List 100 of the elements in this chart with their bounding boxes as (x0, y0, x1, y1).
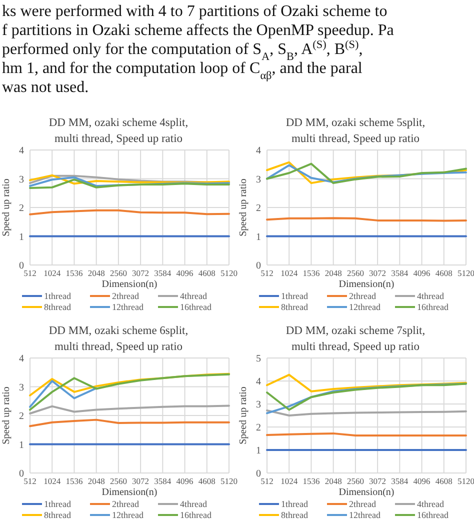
legend-label: 8thread (44, 510, 72, 520)
line-series (29, 404, 230, 414)
legend-label: 1thread (281, 291, 308, 302)
x-tick-label: 4096 (413, 476, 430, 486)
legend-label: 4thread (180, 499, 208, 510)
text: ks were performed with 4 to 7 partitions of Ozaki scheme to (2, 3, 388, 20)
x-axis-title: Dimension(n) (102, 487, 158, 498)
x-tick-label: 4608 (198, 268, 216, 278)
x-tick-label: 3072 (132, 268, 150, 278)
legend-label: 2thread (112, 291, 140, 302)
legend-label: 16thread (180, 510, 212, 520)
legend-label: 8thread (281, 510, 308, 520)
x-tick-label: 1024 (280, 268, 298, 278)
x-tick-label: 1536 (66, 268, 83, 278)
y-tick-label: 3 (256, 174, 261, 186)
y-tick-label: 5 (256, 354, 261, 364)
y-tick-label: 4 (256, 146, 261, 156)
y-tick-label: 1 (19, 440, 24, 451)
x-tick-label: 2560 (110, 476, 127, 486)
legend-label: 1thread (44, 499, 72, 510)
line-series (266, 374, 467, 392)
line-series (29, 373, 230, 411)
legend-label: 4thread (180, 291, 208, 302)
x-tick-label: 512 (260, 268, 274, 278)
x-tick-label: 3584 (154, 268, 172, 278)
y-tick-label: 3 (19, 382, 24, 394)
x-tick-label: 2048 (88, 476, 105, 486)
y-axis-title: Speed up ratio (238, 178, 249, 236)
x-tick-label: 512 (24, 476, 36, 486)
x-tick-label: 1024 (280, 476, 298, 486)
y-tick-label: 2 (256, 203, 261, 214)
chart-title: DD MM, ozaki scheme 6split, multi thread, Speed up ratio (48, 325, 188, 353)
chart-title: DD MM, ozaki scheme 4split, multi thread, Speed up ratio (48, 117, 188, 145)
x-tick-label: 5120 (220, 268, 238, 278)
x-tick-label: 3072 (369, 268, 386, 278)
text: f partitions in Ozaki scheme affects the OpenMP speedup. Pa (2, 22, 394, 39)
y-tick-label: 3 (256, 400, 261, 410)
x-tick-label: 3072 (369, 476, 386, 486)
chart-title: DD MM, ozaki scheme 7split, multi thread, Speed up ratio (286, 325, 426, 353)
x-axis-title: Dimension(n) (338, 279, 394, 290)
y-tick-label: 1 (256, 232, 261, 243)
x-tick-label: 2048 (324, 268, 342, 278)
legend-label: 12thread (112, 302, 144, 312)
line-series (29, 418, 230, 428)
x-tick-label: 1536 (302, 476, 320, 486)
x-tick-label: 5120 (458, 268, 474, 278)
x-tick-label: 3584 (154, 476, 172, 486)
x-tick-label: 4608 (198, 476, 216, 486)
legend-label: 12thread (112, 510, 144, 520)
x-tick-label: 4096 (176, 268, 194, 278)
y-tick-label: 1 (19, 232, 24, 243)
chart-title: DD MM, ozaki scheme 5split, multi thread, Speed up ratio (286, 117, 426, 145)
x-tick-label: 1536 (66, 476, 83, 486)
legend-label: 4thread (417, 291, 444, 302)
y-axis-title: Speed up ratio (1, 386, 12, 444)
y-tick-label: 4 (19, 354, 24, 364)
legend-label: 8thread (44, 302, 72, 312)
legend-label: 16thread (417, 302, 449, 312)
text: performed only for the computation of S$_{A}$, S$_{B}$, A$^{(S)}$, B$^{(S)}$, (2, 39, 363, 63)
x-tick-label: 4608 (435, 268, 452, 278)
x-tick-label: 512 (260, 476, 274, 486)
y-tick-label: 1 (256, 446, 261, 456)
y-tick-label: 0 (256, 468, 261, 480)
legend-label: 1thread (281, 499, 308, 510)
x-tick-label: 2048 (324, 476, 342, 486)
line-series (29, 178, 230, 189)
x-tick-label: 1024 (44, 268, 62, 278)
x-tick-label: 1024 (44, 476, 62, 486)
x-tick-label: 3584 (391, 476, 409, 486)
y-tick-label: 4 (256, 376, 261, 388)
x-tick-label: 4096 (413, 268, 430, 278)
x-tick-label: 2560 (110, 268, 127, 278)
x-tick-label: 3584 (391, 268, 409, 278)
y-tick-label: 0 (256, 260, 261, 272)
legend-label: 12thread (349, 510, 381, 520)
x-tick-label: 512 (24, 268, 36, 278)
legend-label: 2thread (112, 499, 140, 510)
text: hm 1, and for the computation loop of C$_{αβ}$, and the paral (2, 60, 363, 82)
y-tick-label: 3 (19, 174, 24, 186)
x-tick-label: 4096 (176, 476, 194, 486)
legend-label: 4thread (417, 499, 444, 510)
legend-label: 12thread (349, 302, 381, 312)
legend-label: 2thread (349, 291, 376, 302)
text: was not used. (2, 79, 89, 96)
y-tick-label: 0 (19, 468, 24, 480)
x-tick-label: 2560 (346, 268, 364, 278)
x-tick-label: 4608 (435, 476, 452, 486)
x-tick-label: 3072 (132, 476, 150, 486)
x-tick-label: 1536 (302, 268, 320, 278)
legend-label: 16thread (417, 510, 449, 520)
line-series (29, 380, 98, 408)
y-tick-label: 4 (19, 146, 24, 156)
y-axis-title: Speed up ratio (238, 386, 249, 444)
y-tick-label: 2 (19, 411, 24, 422)
y-tick-label: 2 (256, 422, 261, 434)
y-tick-label: 2 (19, 203, 24, 214)
x-tick-label: 5120 (458, 476, 474, 486)
x-tick-label: 2048 (88, 268, 105, 278)
x-axis-title: Dimension(n) (338, 487, 394, 498)
x-tick-label: 5120 (220, 476, 238, 486)
